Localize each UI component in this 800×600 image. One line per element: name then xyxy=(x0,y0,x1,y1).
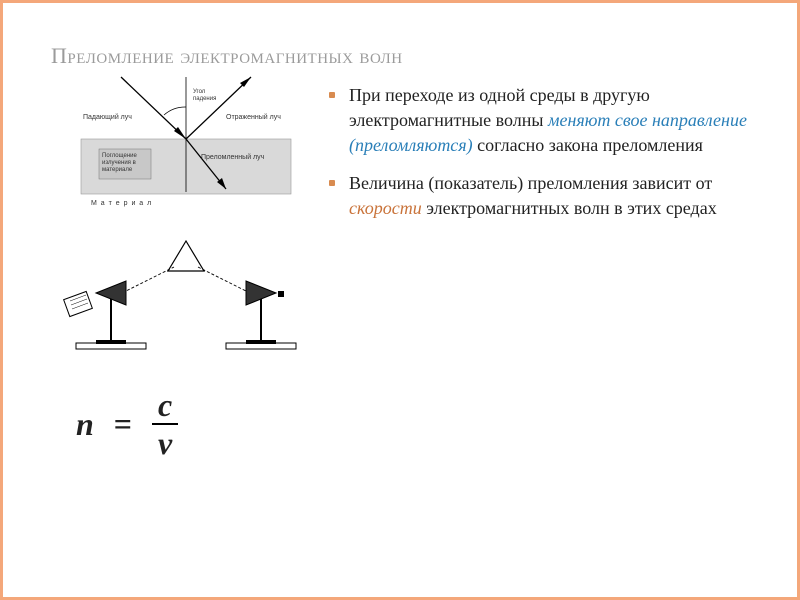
formula-numerator: c xyxy=(152,389,178,423)
label-material: М а т е р и а л xyxy=(91,200,152,207)
label-reflected: Отраженный луч xyxy=(226,113,281,121)
label-absorb-3: материале xyxy=(102,167,133,173)
bullet-1: При переходе из одной среды в другую эле… xyxy=(329,83,749,157)
label-angle-2: падения xyxy=(193,96,216,102)
b2-emphasis: скорости xyxy=(349,198,422,218)
right-column: При переходе из одной среды в другую эле… xyxy=(329,73,749,567)
formula-fraction: c v xyxy=(152,389,178,459)
label-absorb-1: Поглощение xyxy=(102,153,137,159)
formula-denominator: v xyxy=(152,423,178,459)
b2-part1: Величина (показатель) преломления зависи… xyxy=(349,173,712,193)
left-stand xyxy=(64,281,146,349)
b2-part3: электромагнитных волн в этих средах xyxy=(422,198,717,218)
label-incident: Падающий луч xyxy=(83,113,132,121)
refraction-schematic: Падающий луч Угол падения Отраженный луч… xyxy=(61,67,311,217)
formula-eq: = xyxy=(114,406,132,443)
b1-part3: согласно закона преломления xyxy=(473,135,703,155)
left-column: Падающий луч Угол падения Отраженный луч… xyxy=(51,73,321,567)
bullet-list: При переходе из одной среды в другую эле… xyxy=(329,83,749,221)
content-row: Падающий луч Угол падения Отраженный луч… xyxy=(51,73,749,567)
bullet-2: Величина (показатель) преломления зависи… xyxy=(329,171,749,221)
label-angle-1: Угол xyxy=(193,89,206,95)
right-stand xyxy=(226,281,296,349)
slide-title: Преломление электромагнитных волн xyxy=(51,43,749,69)
label-refracted: Преломленный луч xyxy=(201,153,265,161)
formula-refractive-index: n = c v xyxy=(76,389,178,459)
prism-experiment xyxy=(56,233,316,363)
formula-lhs: n xyxy=(76,406,94,443)
label-absorb-2: излучения в xyxy=(102,160,136,166)
